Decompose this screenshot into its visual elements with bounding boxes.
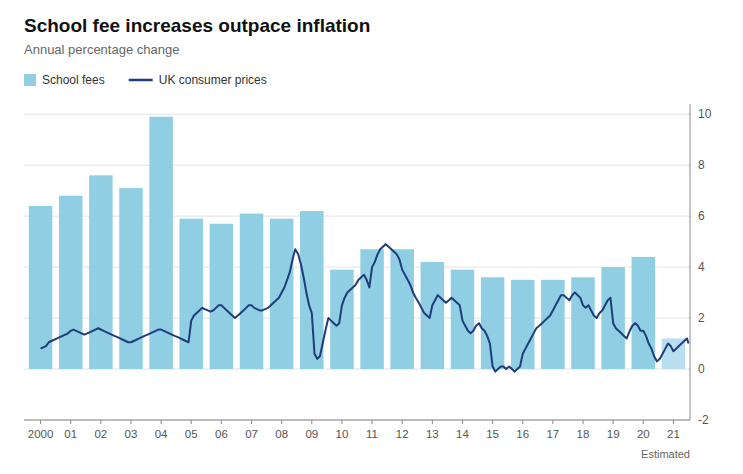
bar xyxy=(240,214,264,369)
x-tick-label: 08 xyxy=(275,428,288,440)
x-axis-line xyxy=(24,420,690,421)
y-tick-label: 4 xyxy=(698,260,705,274)
bar xyxy=(29,206,53,369)
x-tick xyxy=(70,420,71,424)
x-tick xyxy=(130,420,131,424)
grid xyxy=(24,114,690,420)
x-tick-label: 09 xyxy=(305,428,318,440)
x-tick-label: 12 xyxy=(396,428,409,440)
grid-line xyxy=(24,114,690,115)
bar xyxy=(300,211,324,369)
x-tick xyxy=(522,420,523,424)
bar xyxy=(89,175,113,369)
legend-item: UK consumer prices xyxy=(129,73,267,87)
legend-item: School fees xyxy=(24,73,105,87)
x-tick xyxy=(221,420,222,424)
x-tick xyxy=(402,420,403,424)
annotation: Estimated xyxy=(641,448,690,460)
x-tick-label: 14 xyxy=(456,428,469,440)
x-tick xyxy=(552,420,553,424)
x-tick xyxy=(462,420,463,424)
x-tick xyxy=(613,420,614,424)
x-tick-label: 17 xyxy=(546,428,559,440)
x-tick-label: 06 xyxy=(215,428,228,440)
x-tick xyxy=(100,420,101,424)
x-tick xyxy=(673,420,674,424)
bar xyxy=(541,280,565,369)
legend-swatch xyxy=(24,74,36,86)
bar xyxy=(59,196,83,369)
grid-line xyxy=(24,165,690,166)
x-tick-label: 05 xyxy=(185,428,198,440)
legend-label: UK consumer prices xyxy=(159,73,267,87)
bars xyxy=(29,117,685,369)
line xyxy=(41,244,689,371)
x-tick xyxy=(432,420,433,424)
title: School fee increases outpace inflation xyxy=(24,15,370,36)
x-tick-label: 10 xyxy=(336,428,349,440)
y-tick-label: 6 xyxy=(698,209,705,223)
y-tick-label: -2 xyxy=(698,413,709,427)
chart: School fee increases outpace inflation An… xyxy=(0,0,743,474)
x-tick-label: 11 xyxy=(366,428,378,440)
x-tick-label: 03 xyxy=(125,428,138,440)
x-tick xyxy=(643,420,644,424)
x-tick xyxy=(492,420,493,424)
x-tick-label: 2000 xyxy=(28,428,54,440)
x-tick xyxy=(191,420,192,424)
legend-label: School fees xyxy=(42,73,105,87)
y-tick-label: 2 xyxy=(698,311,705,325)
subtitle: Annual percentage change xyxy=(24,42,179,57)
x-tick-label: 01 xyxy=(64,428,77,440)
x-tick-label: 02 xyxy=(94,428,107,440)
y-tick-label: 8 xyxy=(698,158,705,172)
y-tick-label: 10 xyxy=(698,107,712,121)
x-tick-label: 20 xyxy=(637,428,650,440)
x-tick-label: 04 xyxy=(155,428,168,440)
bar xyxy=(571,277,595,369)
legend-swatch xyxy=(129,79,153,82)
x-tick-label: 21 xyxy=(667,428,680,440)
bar xyxy=(210,224,234,369)
x-tick-label: 07 xyxy=(245,428,258,440)
legend: School fees UK consumer prices xyxy=(24,73,267,87)
grid-line xyxy=(24,420,690,421)
bar xyxy=(330,270,354,369)
x-tick-label: 13 xyxy=(426,428,439,440)
bar xyxy=(421,262,445,369)
x-tick xyxy=(251,420,252,424)
x-tick xyxy=(281,420,282,424)
x-tick xyxy=(161,420,162,424)
x-tick xyxy=(311,420,312,424)
x-tick xyxy=(40,420,41,424)
x-tick xyxy=(341,420,342,424)
y-axis-line xyxy=(690,104,691,420)
y-tick-label: 0 xyxy=(698,362,705,376)
x-tick xyxy=(583,420,584,424)
x-tick xyxy=(372,420,373,424)
x-tick-label: 16 xyxy=(516,428,529,440)
bar xyxy=(180,219,204,369)
bar xyxy=(632,257,656,369)
plot-area xyxy=(29,117,689,372)
x-tick-label: 19 xyxy=(607,428,620,440)
x-tick-label: 18 xyxy=(577,428,590,440)
x-tick-label: 15 xyxy=(486,428,499,440)
bar xyxy=(481,277,505,369)
